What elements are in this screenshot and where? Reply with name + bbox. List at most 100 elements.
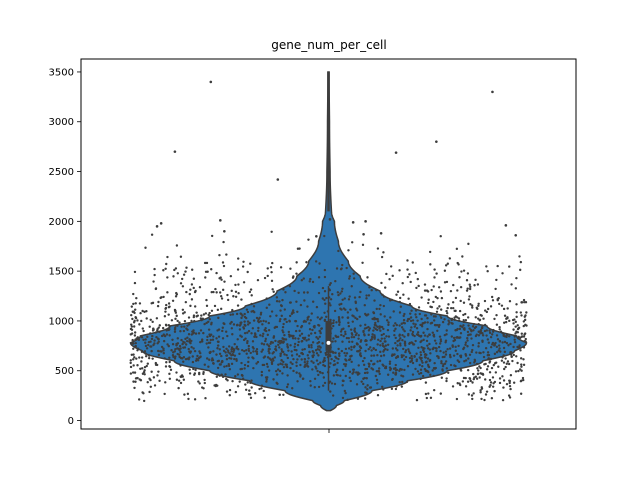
data-point bbox=[381, 293, 384, 297]
data-point bbox=[240, 298, 243, 301]
data-point bbox=[332, 324, 335, 328]
data-point bbox=[174, 317, 177, 321]
data-point bbox=[337, 320, 341, 323]
data-point bbox=[494, 371, 498, 374]
data-point bbox=[439, 392, 442, 395]
data-point bbox=[522, 346, 526, 349]
data-point bbox=[400, 355, 404, 359]
data-point bbox=[215, 291, 218, 294]
data-point bbox=[476, 317, 480, 320]
data-point bbox=[386, 373, 390, 376]
data-point bbox=[449, 363, 453, 367]
data-point bbox=[307, 338, 310, 341]
data-point bbox=[199, 351, 202, 355]
data-point bbox=[505, 362, 509, 365]
data-point bbox=[519, 260, 523, 264]
data-point bbox=[478, 351, 481, 355]
data-point bbox=[174, 355, 177, 358]
data-point bbox=[415, 352, 418, 355]
data-point bbox=[355, 383, 359, 386]
data-point bbox=[429, 373, 432, 377]
data-point bbox=[317, 363, 320, 366]
data-point bbox=[410, 359, 413, 363]
data-point bbox=[286, 343, 289, 346]
data-point bbox=[488, 331, 492, 335]
data-point bbox=[267, 369, 271, 372]
data-point bbox=[398, 300, 401, 304]
data-point bbox=[188, 356, 191, 359]
data-point bbox=[498, 347, 501, 350]
data-point bbox=[392, 324, 395, 327]
data-point bbox=[222, 240, 225, 244]
data-point bbox=[181, 342, 184, 346]
data-point bbox=[464, 376, 467, 380]
data-point bbox=[359, 324, 362, 327]
data-point bbox=[252, 350, 255, 353]
data-point bbox=[149, 318, 152, 321]
data-point bbox=[416, 370, 420, 373]
data-point bbox=[452, 336, 456, 340]
data-point bbox=[395, 323, 398, 327]
outlier-point bbox=[435, 140, 438, 143]
data-point bbox=[188, 368, 191, 371]
data-point bbox=[164, 307, 167, 310]
data-point bbox=[176, 319, 179, 323]
outlier-point bbox=[351, 221, 355, 224]
data-point bbox=[134, 345, 137, 348]
data-point bbox=[223, 365, 226, 368]
data-point bbox=[190, 268, 194, 271]
data-point bbox=[313, 331, 317, 335]
data-point bbox=[260, 370, 264, 374]
data-point bbox=[338, 352, 341, 355]
data-point bbox=[294, 329, 298, 333]
data-point bbox=[177, 386, 180, 390]
data-point bbox=[489, 383, 492, 387]
data-point bbox=[280, 304, 283, 308]
data-point bbox=[502, 334, 505, 338]
data-point bbox=[265, 306, 268, 310]
data-point bbox=[149, 385, 153, 388]
data-point bbox=[148, 390, 151, 394]
data-point bbox=[348, 358, 352, 361]
data-point bbox=[247, 360, 250, 364]
data-point bbox=[389, 316, 392, 319]
data-point bbox=[145, 347, 149, 350]
data-point bbox=[318, 335, 322, 338]
data-point bbox=[419, 335, 422, 338]
data-point bbox=[299, 363, 302, 367]
data-point bbox=[479, 366, 482, 370]
data-point bbox=[300, 279, 304, 282]
data-point bbox=[516, 361, 519, 365]
data-point bbox=[429, 352, 432, 355]
data-point bbox=[169, 368, 173, 372]
chart-title: gene_num_per_cell bbox=[271, 38, 386, 52]
data-point bbox=[432, 315, 436, 318]
data-point bbox=[250, 332, 253, 335]
data-point bbox=[406, 317, 410, 321]
data-point bbox=[334, 351, 337, 355]
data-point bbox=[481, 334, 485, 337]
data-point bbox=[512, 328, 515, 331]
data-point bbox=[363, 376, 366, 380]
data-point bbox=[238, 352, 241, 356]
data-point bbox=[517, 369, 520, 373]
data-point bbox=[317, 373, 320, 377]
data-point bbox=[323, 234, 326, 238]
data-point bbox=[355, 343, 359, 346]
data-point bbox=[309, 379, 312, 383]
data-point bbox=[398, 339, 401, 342]
data-point bbox=[193, 373, 196, 376]
data-point bbox=[501, 331, 504, 335]
data-point bbox=[313, 324, 316, 328]
data-point bbox=[180, 374, 184, 377]
data-point bbox=[215, 271, 218, 275]
data-point bbox=[406, 319, 409, 323]
data-point bbox=[268, 351, 271, 355]
data-point bbox=[337, 347, 340, 351]
data-point bbox=[165, 329, 168, 332]
data-point bbox=[243, 312, 246, 316]
data-point bbox=[228, 345, 231, 348]
data-point bbox=[462, 313, 465, 317]
data-point bbox=[445, 333, 448, 336]
data-point bbox=[468, 283, 471, 286]
